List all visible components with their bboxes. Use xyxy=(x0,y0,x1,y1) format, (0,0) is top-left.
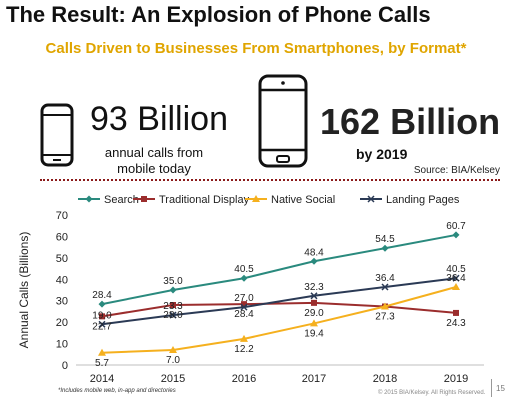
data-label: 7.0 xyxy=(166,355,180,366)
data-label: 28.4 xyxy=(92,290,112,301)
y-axis-title: Annual Calls (Billions) xyxy=(17,232,31,349)
x-tick-label: 2014 xyxy=(90,373,114,385)
series-line-landing-pages xyxy=(101,277,457,326)
data-point-search xyxy=(452,231,460,239)
legend-marker-traditional-display xyxy=(141,196,147,202)
data-point-traditional-display xyxy=(453,309,459,316)
x-tick-label: 2015 xyxy=(161,373,185,385)
data-label: 36.4 xyxy=(375,273,395,284)
smartphone-icon xyxy=(258,74,308,168)
y-tick-label: 40 xyxy=(56,274,68,286)
legend-marker-landing-pages xyxy=(367,195,375,203)
data-point-native-social xyxy=(452,283,460,290)
y-tick-label: 30 xyxy=(56,296,68,308)
data-point-landing-pages xyxy=(381,283,389,291)
data-label: 29.0 xyxy=(304,308,324,319)
y-tick-label: 20 xyxy=(56,317,68,329)
data-label: 28.4 xyxy=(234,309,254,320)
x-tick-label: 2016 xyxy=(232,373,256,385)
data-label: 24.3 xyxy=(446,318,466,329)
slide-title: The Result: An Explosion of Phone Calls xyxy=(6,2,431,27)
data-label: 32.3 xyxy=(304,282,324,293)
page-number: 15 xyxy=(496,384,505,393)
legend-label-landing-pages: Landing Pages xyxy=(386,194,460,206)
data-point-search xyxy=(240,274,248,282)
data-label: 36.4 xyxy=(446,273,466,284)
series-line-search xyxy=(101,233,457,306)
y-tick-label: 0 xyxy=(62,360,68,372)
copyright: © 2015 BIA/Kelsey. All Rights Reserved. xyxy=(378,390,486,396)
footnote: *Includes mobile web, in-app and directo… xyxy=(58,388,176,394)
data-label: 27.3 xyxy=(375,312,395,323)
data-label: 48.4 xyxy=(304,247,324,258)
data-label: 27.0 xyxy=(234,293,254,304)
data-point-landing-pages xyxy=(310,292,318,300)
data-label: 5.7 xyxy=(95,358,109,369)
future-calls-value: 162 Billion xyxy=(320,101,501,142)
legend-marker-native-social xyxy=(252,195,260,202)
data-point-landing-pages xyxy=(169,311,177,319)
data-label: 35.0 xyxy=(163,276,183,287)
data-label: 12.2 xyxy=(234,344,254,355)
future-calls-caption: by 2019 xyxy=(356,146,408,162)
x-tick-label: 2019 xyxy=(444,373,468,385)
page-divider xyxy=(491,379,492,397)
data-point-landing-pages xyxy=(452,274,460,282)
y-tick-label: 70 xyxy=(56,210,68,222)
legend-label-traditional-display: Traditional Display xyxy=(159,194,250,206)
data-label: 40.5 xyxy=(234,264,254,275)
today-calls-caption: annual calls from mobile today xyxy=(104,145,204,176)
y-tick-label: 60 xyxy=(56,231,68,243)
y-tick-label: 50 xyxy=(56,253,68,265)
data-label: 22.7 xyxy=(92,321,112,332)
legend-label-native-social: Native Social xyxy=(271,194,335,206)
data-point-traditional-display xyxy=(99,313,105,320)
legend-marker-search xyxy=(85,195,93,203)
series-line-native-social xyxy=(101,286,457,354)
legend-label-search: Search xyxy=(104,194,139,206)
data-point-traditional-display xyxy=(170,302,176,308)
data-point-search xyxy=(169,286,177,294)
data-label: 19.4 xyxy=(304,328,324,339)
smartphone-icon xyxy=(40,103,74,167)
data-point-native-social xyxy=(240,334,248,342)
dotted-divider xyxy=(40,179,500,181)
data-label: 60.7 xyxy=(446,221,466,232)
data-label: 23.3 xyxy=(163,301,183,312)
series-line-traditional-display xyxy=(101,301,457,318)
data-point-landing-pages xyxy=(240,303,248,311)
line-chart: 0 10 20 30 40 50 60 70 2014 2015 2016 2017 2018 2019 A… xyxy=(17,194,484,385)
data-point-traditional-display xyxy=(311,299,317,306)
data-label: 40.5 xyxy=(446,264,466,275)
data-label: 54.5 xyxy=(375,234,395,245)
data-point-search xyxy=(310,257,318,265)
data-point-search xyxy=(381,244,389,252)
data-point-native-social xyxy=(169,346,177,353)
data-point-native-social xyxy=(98,348,106,356)
y-tick-label: 10 xyxy=(56,339,68,351)
data-point-native-social xyxy=(310,319,318,327)
x-tick-label: 2018 xyxy=(373,373,397,385)
source-note: Source: BIA/Kelsey xyxy=(413,165,500,176)
data-label: 28.0 xyxy=(163,310,183,321)
data-label: 19.0 xyxy=(92,310,112,321)
data-point-landing-pages xyxy=(98,320,106,328)
data-point-search xyxy=(98,300,106,308)
data-point-traditional-display xyxy=(241,301,247,308)
chart-subtitle: Calls Driven to Businesses From Smartpho… xyxy=(45,40,467,57)
x-tick-label: 2017 xyxy=(302,373,326,385)
today-calls-value: 93 Billion xyxy=(90,100,228,138)
data-point-native-social xyxy=(381,302,389,310)
